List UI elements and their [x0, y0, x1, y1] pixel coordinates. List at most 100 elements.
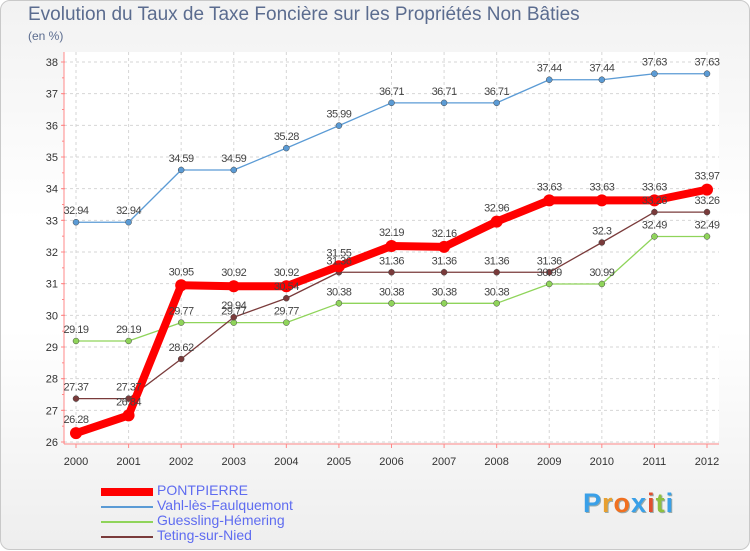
data-label: 29.19 [63, 324, 88, 336]
data-label: 30.92 [274, 267, 299, 279]
x-tick-label: 2011 [643, 456, 667, 468]
data-point [595, 194, 608, 207]
series-3 [72, 208, 711, 402]
data-label: 36.71 [432, 86, 457, 98]
data-point [280, 280, 293, 293]
data-label: 30.38 [432, 286, 457, 298]
data-label: 33.26 [642, 195, 667, 207]
logo-letter: i [665, 488, 675, 518]
x-tick-label: 2001 [116, 456, 140, 468]
y-tick-label: 28 [46, 374, 58, 386]
data-point [543, 194, 556, 207]
data-label: 30.92 [221, 267, 246, 279]
data-point [438, 240, 451, 253]
x-tick-label: 2003 [222, 456, 246, 468]
y-tick-label: 29 [46, 342, 58, 354]
x-tick-label: 2004 [274, 456, 298, 468]
data-point [283, 144, 290, 152]
proxiti-logo: Proxiti [583, 488, 674, 519]
data-label: 33.63 [589, 181, 614, 193]
data-label: 32.3 [592, 226, 612, 238]
data-point [490, 215, 503, 228]
data-point [651, 233, 658, 240]
x-tick-label: 2009 [537, 456, 561, 468]
data-label: 35.28 [274, 131, 299, 143]
data-point [122, 409, 135, 422]
data-label: 31.55 [326, 247, 351, 259]
legend-label: Guessling-Hémering [157, 512, 285, 528]
data-point [546, 269, 553, 276]
data-label: 33.97 [694, 171, 719, 183]
legend-label: PONTPIERRE [157, 482, 249, 498]
data-label: 33.63 [642, 181, 667, 193]
x-tick-label: 2010 [590, 456, 614, 468]
data-point [230, 166, 237, 174]
data-label: 26.28 [63, 414, 88, 426]
data-point [598, 76, 606, 83]
logo-letter: i [647, 488, 656, 518]
data-point [598, 280, 606, 288]
data-label: 30.99 [537, 267, 562, 279]
data-point [283, 294, 290, 302]
data-label: 30.54 [274, 281, 299, 293]
y-tick-label: 35 [46, 152, 58, 164]
data-point [388, 99, 395, 107]
logo-letter: x [631, 488, 648, 518]
y-tick-label: 37 [46, 89, 58, 101]
data-label: 32.96 [484, 203, 509, 215]
data-label: 30.99 [589, 267, 614, 279]
x-tick-label: 2006 [379, 456, 403, 468]
data-label: 32.94 [63, 205, 88, 217]
data-label: 31.36 [326, 255, 351, 267]
data-label: 32.94 [116, 205, 141, 217]
legend-swatch [101, 488, 153, 496]
y-tick-label: 27 [46, 405, 58, 417]
series-0 [70, 183, 713, 440]
legend-swatch [101, 506, 153, 508]
data-point [125, 337, 132, 345]
legend-label: Vahl-lès-Faulquemont [157, 497, 293, 513]
data-point [227, 280, 240, 293]
data-label: 34.59 [169, 153, 194, 165]
data-label: 32.19 [379, 227, 404, 239]
data-label: 27.37 [63, 382, 88, 394]
data-point [72, 218, 80, 226]
data-label: 33.63 [537, 181, 562, 193]
data-label: 31.36 [432, 255, 457, 267]
data-point [703, 70, 711, 77]
x-tick-label: 2005 [327, 456, 351, 468]
data-point [385, 239, 398, 252]
data-label: 30.95 [169, 266, 194, 278]
data-point [598, 239, 606, 246]
data-label: 37.44 [589, 63, 614, 75]
data-point [332, 260, 345, 273]
logo-letter: t [655, 488, 666, 518]
data-label: 34.59 [221, 153, 246, 165]
data-label: 27.37 [116, 382, 141, 394]
data-point [651, 208, 658, 216]
data-label: 30.38 [484, 286, 509, 298]
data-point [177, 355, 185, 363]
data-point [651, 70, 658, 77]
data-label: 29.77 [221, 306, 246, 318]
data-point [648, 194, 661, 207]
x-tick-label: 2007 [432, 456, 456, 468]
data-label: 36.71 [379, 86, 404, 98]
x-tick-label: 2002 [169, 456, 193, 468]
data-label: 30.38 [379, 286, 404, 298]
data-label: 32.16 [432, 228, 457, 240]
data-point [440, 269, 448, 276]
chart-title: Evolution du Taux de Taxe Foncière sur l… [28, 4, 580, 25]
y-tick-label: 36 [46, 120, 58, 132]
data-point [493, 269, 500, 276]
data-point [283, 319, 290, 326]
data-point [175, 279, 188, 292]
data-label: 29.77 [274, 306, 299, 318]
data-point [335, 300, 343, 307]
data-point [493, 300, 500, 307]
x-tick-label: 2008 [484, 456, 508, 468]
data-point [230, 319, 237, 326]
data-point [703, 208, 711, 216]
data-point [546, 280, 553, 288]
